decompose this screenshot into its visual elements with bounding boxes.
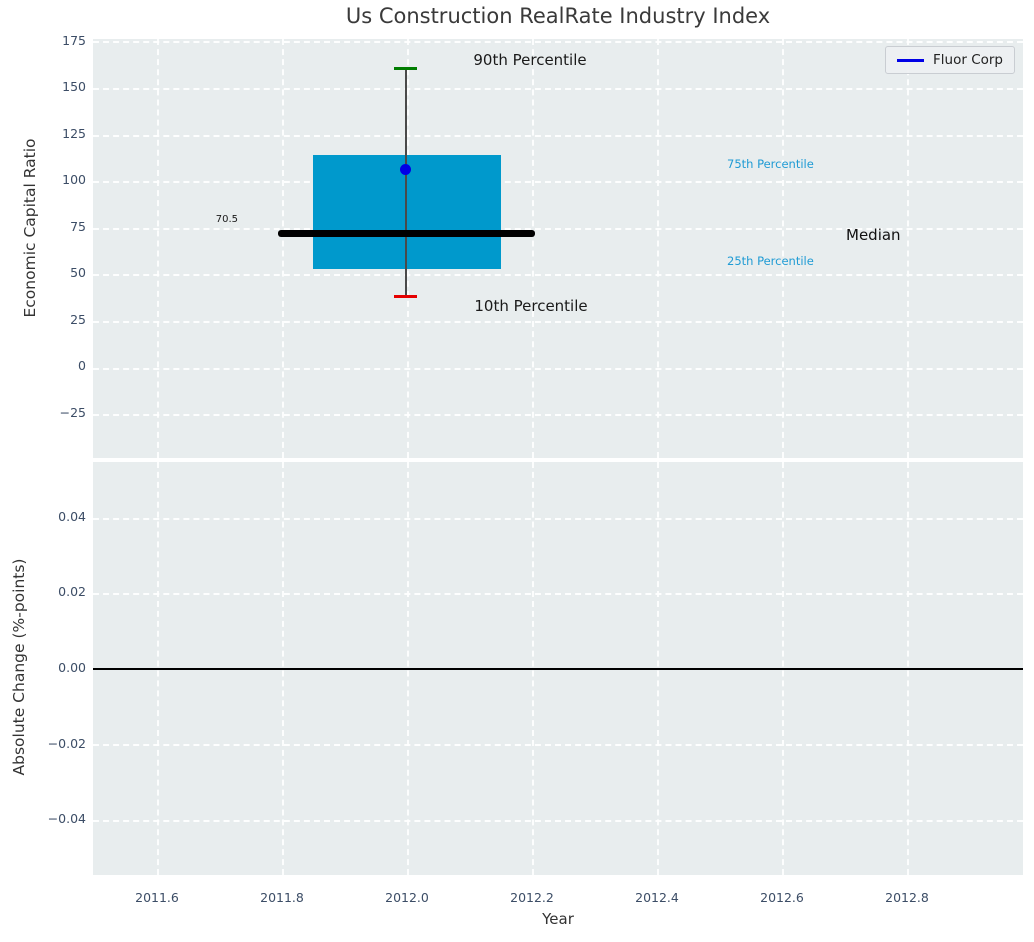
- x-tick-label: 2012.2: [510, 890, 554, 905]
- annotation-median-value: 70.5: [215, 214, 238, 225]
- gridline: [282, 39, 284, 458]
- gridline: [93, 518, 1023, 520]
- gridline: [657, 39, 659, 458]
- legend-label: Fluor Corp: [933, 52, 1003, 68]
- y-tick-label: 75: [70, 219, 86, 234]
- median-line: [278, 230, 535, 237]
- gridline: [93, 744, 1023, 746]
- gridline: [93, 41, 1023, 43]
- y-tick-label: 50: [70, 265, 86, 280]
- whisker-cap-10th: [394, 295, 417, 298]
- gridline: [93, 321, 1023, 323]
- y-tick-label: −0.02: [47, 736, 86, 751]
- y-tick-label: 125: [62, 126, 86, 141]
- y-tick-label: 0.00: [58, 660, 86, 675]
- gridline: [93, 593, 1023, 595]
- y-tick-label: 100: [62, 172, 86, 187]
- chart-title: Us Construction RealRate Industry Index: [345, 4, 771, 28]
- annotation-75th-percentile: 75th Percentile: [727, 157, 814, 171]
- gridline: [532, 39, 534, 458]
- x-tick-label: 2012.0: [385, 890, 429, 905]
- gridline: [782, 39, 784, 458]
- gridline: [907, 39, 909, 458]
- x-tick-label: 2012.4: [635, 890, 679, 905]
- x-tick-label: 2012.8: [885, 890, 929, 905]
- y-tick-label: 25: [70, 312, 86, 327]
- top-plot: 90th Percentile 10th Percentile 75th Per…: [93, 39, 1023, 458]
- bottom-y-axis-label: Absolute Change (%-points): [10, 558, 28, 776]
- y-tick-label: 0.04: [58, 509, 86, 524]
- zero-baseline: [93, 668, 1023, 670]
- legend: Fluor Corp: [885, 46, 1015, 74]
- y-tick-label: 175: [62, 33, 86, 48]
- y-tick-label: 0: [78, 358, 86, 373]
- x-tick-label: 2011.6: [135, 890, 179, 905]
- y-tick-label: 150: [62, 79, 86, 94]
- annotation-90th-percentile: 90th Percentile: [473, 51, 587, 69]
- whisker-cap-90th: [394, 67, 417, 70]
- gridline: [93, 274, 1023, 276]
- gridline: [93, 228, 1023, 230]
- gridline: [157, 39, 159, 458]
- company-data-point: [400, 164, 411, 175]
- x-axis-label: Year: [542, 910, 574, 928]
- x-tick-label: 2012.6: [760, 890, 804, 905]
- legend-line-icon: [897, 58, 925, 62]
- bottom-plot: [93, 462, 1023, 875]
- gridline: [93, 820, 1023, 822]
- gridline: [93, 368, 1023, 370]
- annotation-25th-percentile: 25th Percentile: [727, 254, 814, 268]
- annotation-10th-percentile: 10th Percentile: [474, 297, 588, 315]
- y-tick-label: 0.02: [58, 584, 86, 599]
- y-tick-label: −25: [59, 405, 86, 420]
- gridline: [93, 88, 1023, 90]
- gridline: [93, 181, 1023, 183]
- annotation-median: Median: [846, 226, 901, 244]
- y-tick-label: −0.04: [47, 811, 86, 826]
- gridline: [93, 135, 1023, 137]
- x-tick-label: 2011.8: [260, 890, 304, 905]
- whisker-line: [405, 69, 407, 296]
- gridline: [93, 414, 1023, 416]
- top-y-axis-label: Economic Capital Ratio: [21, 138, 39, 318]
